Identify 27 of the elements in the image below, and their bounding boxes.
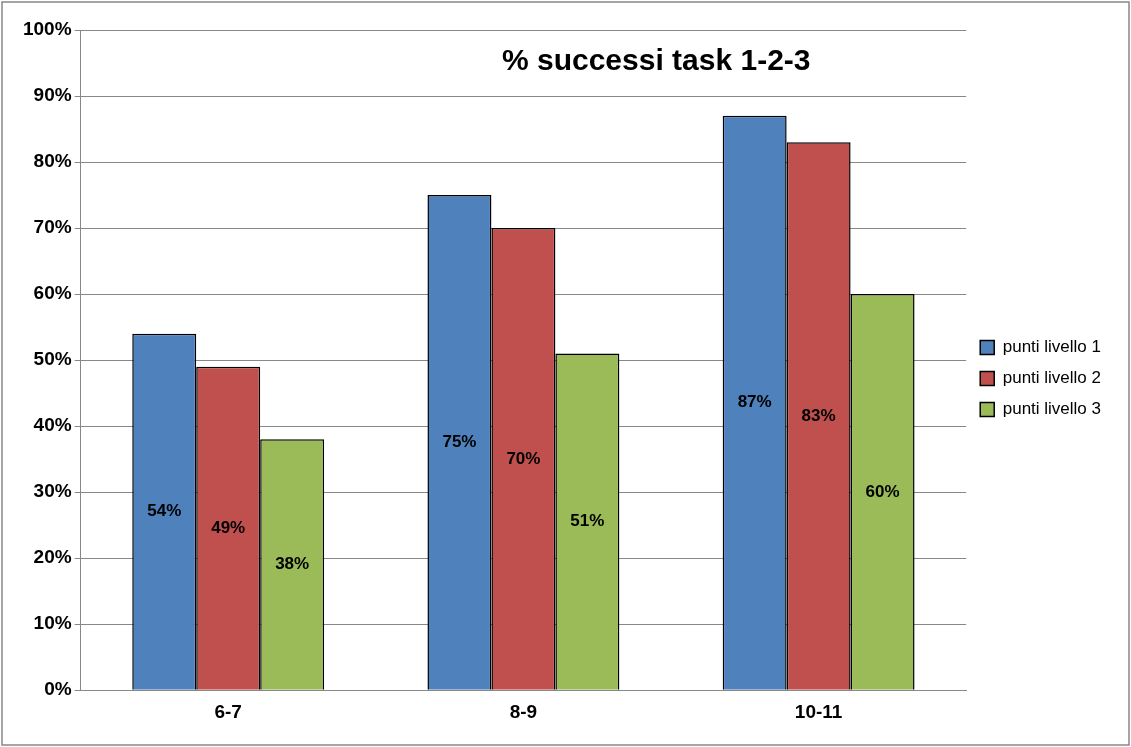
data-label: 49% [211,517,246,537]
y-tick-label: 100% [22,18,72,40]
data-label: 51% [570,511,605,531]
data-label: 87% [737,392,772,412]
y-tick-label: 80% [33,150,72,172]
y-tick-label: 10% [33,612,72,634]
y-tick-label: 20% [33,546,72,568]
y-tick-label: 30% [33,480,72,502]
data-label: 60% [865,481,900,501]
legend-label: punti livello 1 [1002,337,1101,357]
legend-label: punti livello 3 [1002,399,1101,419]
y-tick-label: 60% [33,282,72,304]
data-label: 54% [147,501,182,521]
y-tick-label: 40% [33,414,72,436]
y-tick-label: 90% [33,84,72,106]
y-tick-label: 0% [44,678,72,700]
y-tick-label: 50% [33,348,72,370]
x-tick-label: 6-7 [214,700,242,722]
x-tick-label: 10-11 [794,700,843,722]
data-label: 70% [506,448,541,468]
x-tick-label: 8-9 [509,700,538,722]
data-label: 75% [442,432,477,452]
legend-label: punti livello 2 [1002,368,1101,388]
data-label: 83% [801,405,836,425]
chart-title: % successi task 1-2-3 [501,43,811,77]
data-label: 38% [275,554,310,574]
y-tick-label: 70% [33,216,72,238]
